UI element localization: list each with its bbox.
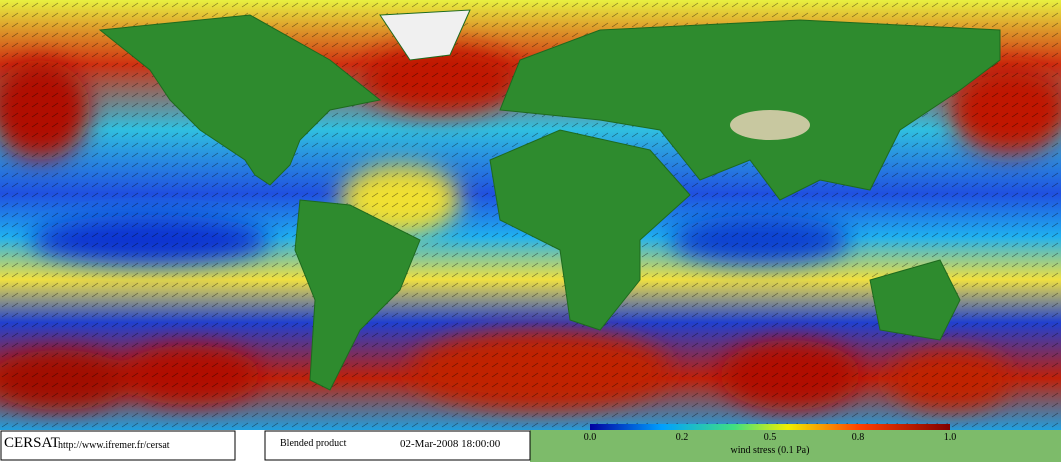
date: 02-Mar-2008 18:00:00	[400, 438, 501, 450]
footer-land	[530, 430, 1061, 462]
colorbar-label: wind stress (0.1 Pa)	[731, 445, 810, 456]
colorbar-tick: 1.0	[944, 432, 957, 443]
logo: CERSAT	[4, 435, 60, 451]
product: Blended product	[280, 438, 347, 449]
land	[98, 9, 1001, 391]
colorbar	[590, 424, 950, 430]
colorbar-tick: 0.2	[676, 432, 689, 443]
product-box	[264, 430, 531, 461]
logo-box	[0, 430, 236, 461]
colorbar-tick: 0.0	[584, 432, 597, 443]
url: http://www.ifremer.fr/cersat	[58, 440, 170, 451]
colorbar-tick: 0.8	[852, 432, 865, 443]
colorbar-tick: 0.5	[764, 432, 777, 443]
